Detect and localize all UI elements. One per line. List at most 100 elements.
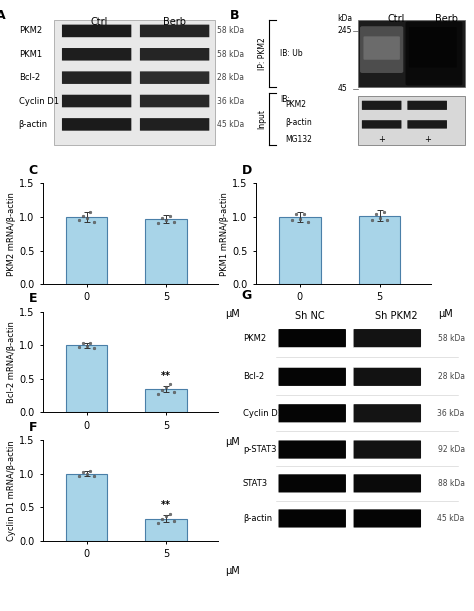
FancyBboxPatch shape — [140, 71, 210, 84]
Bar — [61, 71, 132, 84]
Text: **: ** — [161, 371, 171, 381]
Bar — [139, 24, 210, 37]
Text: Bcl-2: Bcl-2 — [243, 372, 264, 381]
FancyBboxPatch shape — [279, 368, 346, 386]
Bar — [61, 48, 132, 61]
FancyBboxPatch shape — [279, 404, 346, 422]
Bar — [278, 509, 346, 528]
Text: C: C — [28, 164, 37, 177]
Bar — [139, 118, 210, 131]
FancyBboxPatch shape — [362, 101, 401, 110]
Text: μM: μM — [225, 309, 240, 319]
Bar — [61, 118, 132, 131]
Text: PKM2: PKM2 — [243, 334, 266, 343]
Text: 245: 245 — [337, 26, 352, 35]
Bar — [353, 440, 421, 459]
Text: F: F — [28, 421, 37, 434]
Bar — [278, 367, 346, 386]
Bar — [55, 20, 215, 145]
Text: **: ** — [161, 500, 171, 511]
FancyBboxPatch shape — [362, 120, 401, 128]
FancyBboxPatch shape — [62, 95, 131, 108]
Text: 28 kDa: 28 kDa — [438, 372, 465, 381]
Text: 92 kDa: 92 kDa — [438, 445, 465, 454]
Bar — [146, 519, 187, 541]
Bar — [61, 24, 132, 37]
Text: Berb: Berb — [435, 14, 458, 24]
Text: Berb: Berb — [163, 17, 186, 27]
Y-axis label: Bcl-2 mRNA/β-actin: Bcl-2 mRNA/β-actin — [7, 321, 16, 403]
FancyBboxPatch shape — [364, 37, 400, 60]
Bar — [279, 217, 320, 284]
FancyBboxPatch shape — [279, 510, 346, 527]
Text: μM: μM — [225, 566, 240, 576]
Bar — [359, 216, 400, 284]
Text: +: + — [424, 134, 430, 144]
Text: 45 kDa: 45 kDa — [217, 120, 244, 129]
Text: B: B — [230, 9, 240, 22]
Bar — [139, 71, 210, 84]
Text: 36 kDa: 36 kDa — [217, 97, 244, 106]
Text: μM: μM — [225, 437, 240, 447]
Text: PKM2: PKM2 — [285, 100, 306, 109]
Bar — [146, 389, 187, 412]
Bar — [353, 509, 421, 528]
FancyBboxPatch shape — [140, 24, 210, 37]
FancyBboxPatch shape — [360, 26, 403, 73]
Text: 45 kDa: 45 kDa — [438, 514, 465, 523]
Text: μM: μM — [438, 309, 453, 319]
Text: β-actin: β-actin — [18, 120, 48, 129]
Bar — [353, 329, 421, 348]
Text: G: G — [242, 290, 252, 302]
Bar — [139, 95, 210, 108]
Bar — [278, 329, 346, 348]
Y-axis label: PKM1 mRNA/β-actin: PKM1 mRNA/β-actin — [220, 192, 229, 276]
Text: 36 kDa: 36 kDa — [438, 409, 465, 418]
Bar — [139, 48, 210, 61]
Bar — [146, 219, 187, 284]
Text: Ctrl: Ctrl — [388, 14, 405, 24]
Y-axis label: PKM2 mRNA/β-actin: PKM2 mRNA/β-actin — [7, 192, 16, 276]
Bar — [358, 97, 465, 145]
FancyBboxPatch shape — [407, 101, 447, 110]
Text: MG132: MG132 — [285, 134, 312, 144]
FancyBboxPatch shape — [406, 21, 463, 86]
FancyBboxPatch shape — [62, 118, 131, 131]
Text: β-actin: β-actin — [285, 119, 312, 127]
Text: 58 kDa: 58 kDa — [217, 26, 244, 35]
Text: p-STAT3: p-STAT3 — [243, 445, 276, 454]
Bar — [353, 474, 421, 493]
Text: Cyclin D1: Cyclin D1 — [18, 97, 59, 106]
Text: IB:: IB: — [281, 95, 290, 104]
Bar — [278, 474, 346, 493]
Text: Cyclin D1: Cyclin D1 — [243, 409, 283, 418]
Text: kDa: kDa — [337, 14, 353, 23]
Text: PKM1: PKM1 — [18, 49, 42, 59]
FancyBboxPatch shape — [354, 510, 421, 527]
FancyBboxPatch shape — [409, 27, 457, 68]
Y-axis label: Cyclin D1 mRNA/β-actin: Cyclin D1 mRNA/β-actin — [7, 440, 16, 541]
FancyBboxPatch shape — [140, 118, 210, 131]
Bar — [61, 95, 132, 108]
Text: Sh PKM2: Sh PKM2 — [375, 310, 418, 321]
Text: 58 kDa: 58 kDa — [217, 49, 244, 59]
FancyBboxPatch shape — [140, 95, 210, 108]
Bar — [353, 404, 421, 423]
Text: Sh NC: Sh NC — [295, 310, 325, 321]
Bar — [66, 345, 107, 412]
Text: 45: 45 — [337, 84, 347, 93]
Text: E: E — [28, 293, 37, 306]
Bar — [353, 367, 421, 386]
FancyBboxPatch shape — [354, 404, 421, 422]
Text: +: + — [378, 134, 385, 144]
Text: Input: Input — [258, 109, 267, 129]
FancyBboxPatch shape — [140, 48, 210, 60]
Text: Bcl-2: Bcl-2 — [18, 73, 40, 82]
FancyBboxPatch shape — [354, 441, 421, 459]
Text: 28 kDa: 28 kDa — [217, 73, 244, 82]
Bar — [278, 440, 346, 459]
FancyBboxPatch shape — [354, 329, 421, 347]
Text: A: A — [0, 9, 6, 22]
Text: IB: Ub: IB: Ub — [281, 49, 303, 58]
Text: D: D — [242, 164, 252, 177]
